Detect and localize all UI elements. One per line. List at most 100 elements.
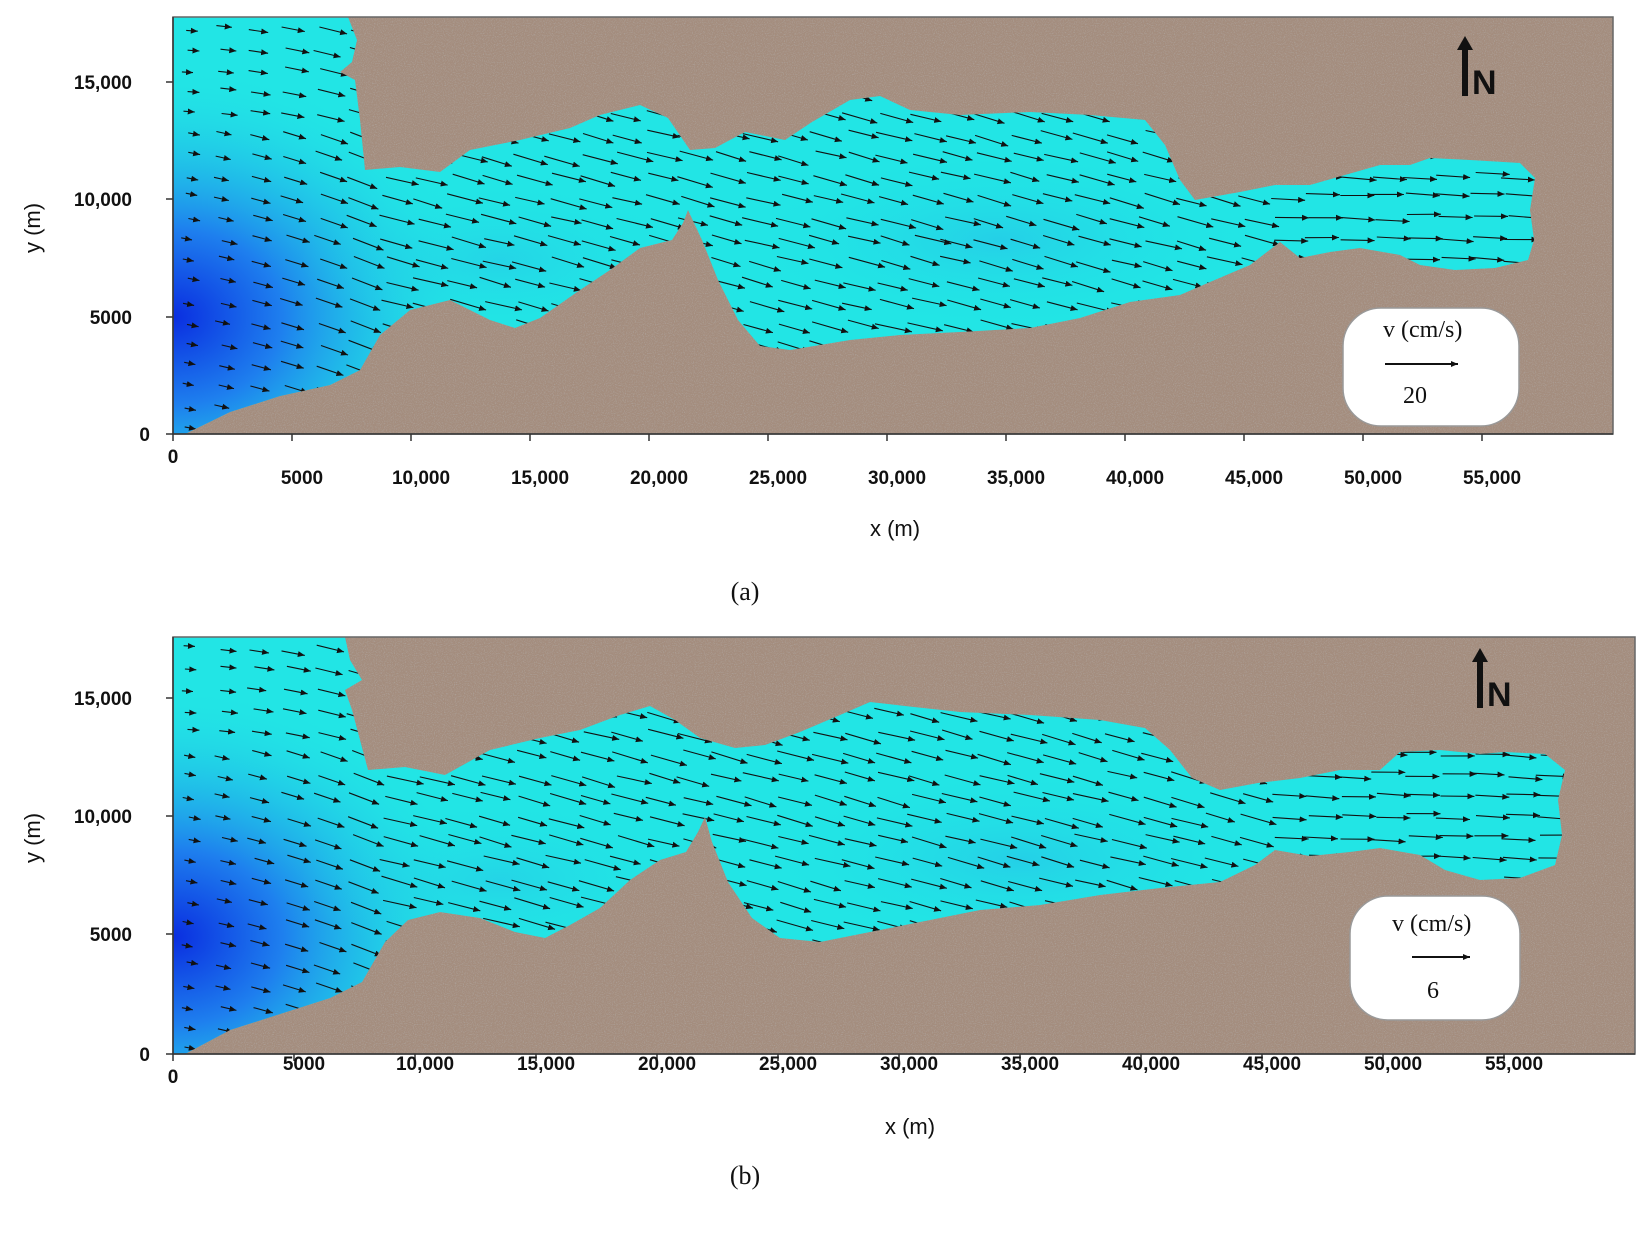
velocity-vector: [216, 130, 232, 137]
velocity-vector: [1142, 280, 1173, 291]
x-tick-label: 40,000: [1106, 468, 1164, 489]
velocity-vector: [746, 815, 782, 827]
velocity-vector: [1074, 833, 1108, 843]
velocity-vector: [874, 323, 913, 334]
velocity-vector: [479, 276, 512, 289]
velocity-vector: [1436, 174, 1471, 181]
velocity-vector: [946, 281, 980, 292]
velocity-vector: [186, 322, 199, 329]
panel-caption: (b): [730, 1161, 760, 1190]
velocity-vector: [809, 131, 842, 143]
velocity-vector: [446, 860, 484, 872]
velocity-vector: [482, 260, 517, 270]
velocity-vector: [213, 196, 229, 202]
velocity-vector: [213, 176, 229, 183]
velocity-vector: [1341, 216, 1376, 223]
velocity-vector: [1074, 194, 1111, 205]
velocity-vector: [811, 218, 847, 230]
velocity-vector: [581, 219, 614, 230]
velocity-vector: [284, 879, 309, 888]
velocity-vector: [710, 172, 746, 185]
velocity-vector: [218, 69, 234, 76]
velocity-vector: [1143, 261, 1173, 272]
x-tick-label: 40,000: [1122, 1054, 1180, 1075]
velocity-vector: [349, 859, 381, 872]
velocity-vector: [1011, 134, 1043, 145]
velocity-vector: [1009, 299, 1041, 309]
velocity-vector: [973, 218, 1004, 229]
velocity-vector: [746, 171, 781, 182]
velocity-vector: [1403, 176, 1438, 183]
velocity-vector: [415, 177, 448, 187]
velocity-vector: [1072, 817, 1104, 829]
velocity-vector: [517, 816, 548, 827]
north-arrow: N: [1472, 648, 1512, 714]
velocity-vector: [320, 134, 349, 145]
velocity-vector: [353, 772, 385, 786]
velocity-vector: [1239, 836, 1274, 848]
velocity-vector: [1079, 859, 1110, 869]
velocity-vector: [649, 772, 681, 784]
velocity-vector: [287, 854, 311, 864]
velocity-vector: [1470, 190, 1505, 197]
velocity-vector: [1439, 238, 1474, 245]
map-area: [172, 636, 1636, 1055]
velocity-vector: [776, 255, 809, 265]
velocity-vector: [880, 177, 913, 187]
velocity-vector: [281, 322, 305, 331]
velocity-vector: [511, 879, 548, 892]
velocity-vector: [940, 238, 973, 249]
x-tick-label: 30,000: [868, 468, 926, 489]
velocity-vector: [184, 1044, 196, 1051]
velocity-vector: [979, 730, 1014, 742]
velocity-vector: [1110, 856, 1146, 866]
velocity-vector: [1044, 817, 1079, 830]
velocity-vector: [815, 150, 847, 160]
velocity-vector: [1475, 814, 1510, 821]
velocity-vector: [185, 191, 198, 198]
y-tick-label: 5000: [90, 308, 132, 329]
velocity-vector: [809, 258, 843, 269]
velocity-vector: [977, 277, 1011, 288]
velocity-vector: [743, 902, 774, 912]
velocity-vector: [808, 234, 840, 245]
velocity-vector: [252, 235, 272, 242]
velocity-vector: [248, 773, 268, 781]
velocity-vector: [1470, 771, 1505, 778]
velocity-vector: [249, 797, 270, 804]
velocity-vector: [351, 277, 383, 291]
velocity-vector: [1076, 213, 1107, 225]
velocity-vector: [878, 196, 909, 206]
velocity-vector: [1145, 240, 1183, 251]
velocity-vector: [381, 875, 418, 888]
velocity-vector: [385, 795, 418, 806]
velocity-vector: [252, 749, 272, 757]
velocity-vector: [646, 151, 683, 162]
velocity-vector: [1010, 238, 1041, 249]
velocity-vector: [254, 665, 275, 672]
velocity-vector: [1376, 235, 1411, 242]
velocity-vector: [218, 922, 235, 929]
velocity-vector: [283, 838, 307, 848]
velocity-vector: [320, 344, 349, 356]
velocity-vector: [1138, 876, 1173, 888]
velocity-vector: [1007, 752, 1044, 764]
velocity-vector: [749, 859, 782, 870]
velocity-vector: [316, 644, 345, 654]
y-axis-label: y (m): [20, 203, 45, 253]
velocity-vector: [314, 234, 341, 245]
velocity-vector: [580, 794, 611, 805]
velocity-vector: [1138, 216, 1171, 228]
velocity-vector: [450, 298, 487, 311]
velocity-vector: [315, 150, 343, 161]
velocity-vector: [908, 171, 940, 181]
velocity-vector: [1408, 834, 1443, 841]
velocity-vector: [811, 919, 845, 930]
velocity-vector: [914, 234, 952, 246]
x-tick-label: 55,000: [1463, 468, 1521, 489]
x-tick-label: 10,000: [396, 1054, 454, 1075]
velocity-vector: [251, 175, 272, 183]
velocity-vector: [1500, 176, 1535, 183]
velocity-vector: [479, 836, 512, 848]
velocity-vector: [647, 711, 681, 724]
